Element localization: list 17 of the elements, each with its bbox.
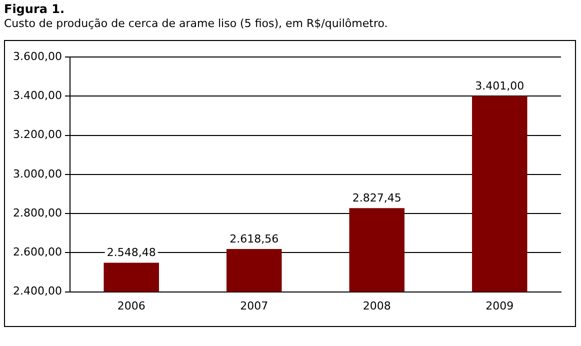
chart-subtitle: Custo de produção de cerca de arame liso (5 fios), em R$/quilômetro. [4,17,388,30]
y-tick-label: 2.400,00 [13,284,62,298]
y-tick-label: 3.200,00 [13,128,62,142]
x-tick-label: 2009 [486,299,514,312]
data-label: 2.548,48 [106,246,156,260]
x-tick-label: 2008 [362,299,391,312]
chart-title: Figura 1. [4,2,65,16]
y-tick-label: 3.000,00 [13,167,62,180]
y-tick-label: 2.600,00 [13,246,62,259]
y-tick-label: 2.800,00 [13,206,62,220]
x-tick-label: 2007 [240,299,268,312]
data-label: 2.618,56 [230,232,279,246]
data-label: 3.401,00 [475,79,524,92]
y-tick-label: 3.600,00 [13,50,62,63]
data-label: 2.827,45 [352,192,402,205]
x-tick-label: 2006 [117,299,146,312]
y-tick-label: 3.400,00 [13,88,62,102]
